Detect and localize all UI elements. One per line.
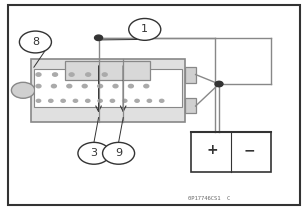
- Circle shape: [103, 142, 135, 164]
- Circle shape: [36, 73, 41, 76]
- Circle shape: [36, 84, 41, 88]
- Circle shape: [95, 35, 103, 41]
- Circle shape: [144, 84, 149, 88]
- Circle shape: [51, 84, 56, 88]
- Circle shape: [128, 84, 133, 88]
- Circle shape: [11, 82, 35, 98]
- Circle shape: [73, 99, 78, 102]
- Bar: [34, 69, 182, 107]
- Circle shape: [53, 73, 58, 76]
- Text: 8: 8: [32, 37, 39, 47]
- Circle shape: [123, 99, 127, 102]
- Bar: [191, 132, 271, 172]
- Circle shape: [102, 73, 107, 76]
- Circle shape: [61, 99, 65, 102]
- Circle shape: [82, 84, 87, 88]
- Text: 1: 1: [141, 24, 148, 34]
- Circle shape: [98, 99, 102, 102]
- Circle shape: [113, 84, 118, 88]
- Bar: [185, 98, 196, 113]
- Circle shape: [78, 142, 110, 164]
- Circle shape: [98, 84, 103, 88]
- Circle shape: [36, 99, 41, 102]
- Bar: [66, 61, 150, 80]
- Circle shape: [147, 99, 152, 102]
- Bar: [31, 59, 185, 122]
- Text: 9: 9: [115, 148, 122, 158]
- Circle shape: [215, 81, 223, 87]
- Bar: [185, 67, 196, 83]
- Circle shape: [67, 84, 72, 88]
- Circle shape: [135, 99, 139, 102]
- Circle shape: [129, 18, 161, 40]
- Circle shape: [110, 99, 115, 102]
- Circle shape: [86, 99, 90, 102]
- Text: 3: 3: [91, 148, 97, 158]
- Circle shape: [160, 99, 164, 102]
- Circle shape: [69, 73, 74, 76]
- Text: −: −: [244, 143, 255, 157]
- Circle shape: [86, 73, 91, 76]
- Text: 0P17746CS1  C: 0P17746CS1 C: [188, 196, 231, 201]
- Circle shape: [49, 99, 53, 102]
- Circle shape: [19, 31, 51, 53]
- Text: +: +: [207, 143, 218, 157]
